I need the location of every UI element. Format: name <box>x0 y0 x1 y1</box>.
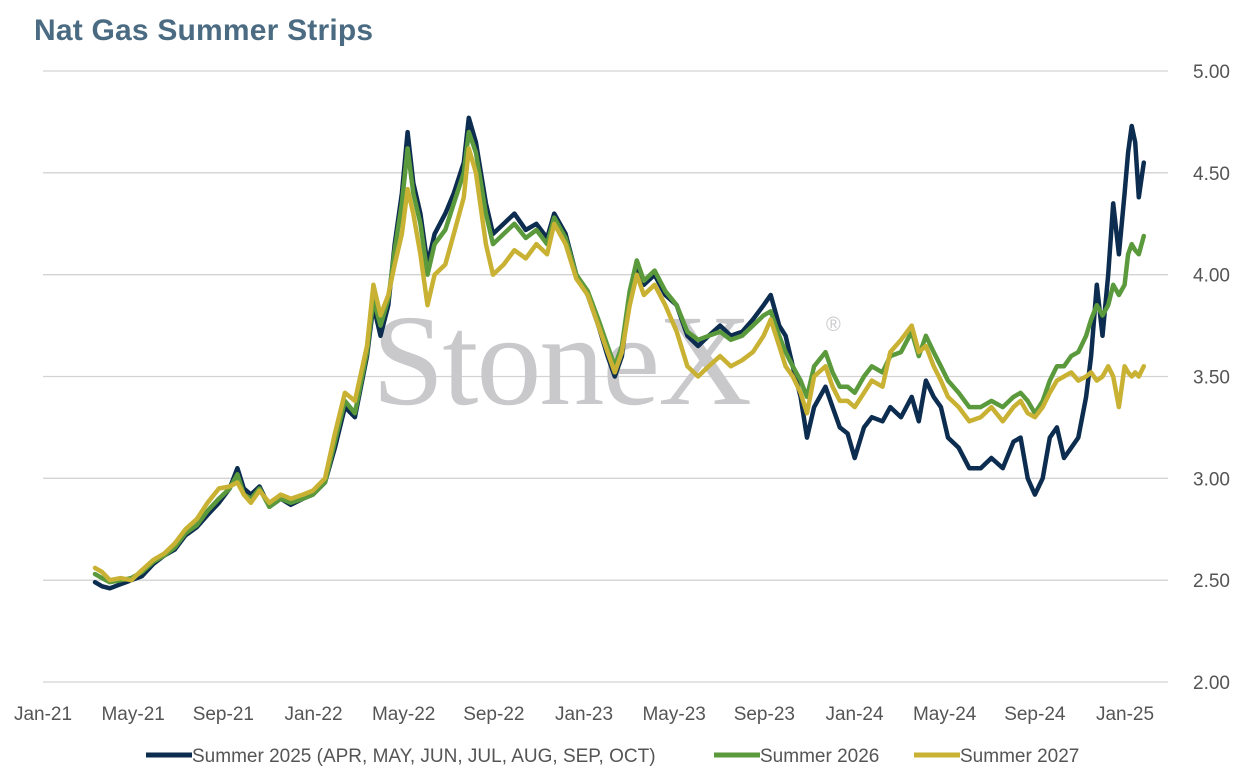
y-tick-label: 5.00 <box>1193 62 1230 83</box>
series-lines <box>92 115 1147 591</box>
y-tick-label: 2.50 <box>1193 571 1230 592</box>
x-tick-label: Sep-22 <box>463 704 524 725</box>
x-tick-label: Jan-24 <box>825 704 884 725</box>
legend-label-2: Summer 2026 <box>760 746 879 767</box>
y-tick-label: 3.50 <box>1193 368 1230 389</box>
x-tick-label: Sep-24 <box>1004 704 1066 725</box>
x-axis-ticks: Jan-21 May-21 Sep-21 Jan-22 May-22 Sep-22 Jan-… <box>14 704 1154 725</box>
watermark-text: StoneX <box>372 289 750 433</box>
legend-label-1: Summer 2025 (APR, MAY, JUN, JUL, AUG, SE… <box>192 746 656 767</box>
x-tick-label: May-24 <box>913 704 977 725</box>
x-tick-label: May-23 <box>642 704 705 725</box>
chart-title: Nat Gas Summer Strips <box>34 14 374 47</box>
y-tick-label: 4.50 <box>1193 164 1230 185</box>
legend: Summer 2025 (APR, MAY, JUN, JUL, AUG, SE… <box>146 746 1079 767</box>
x-tick-label: May-22 <box>372 704 435 725</box>
series-line-2 <box>92 129 1147 585</box>
x-tick-label: Jan-21 <box>14 704 72 725</box>
legend-label-3: Summer 2027 <box>960 746 1079 767</box>
series-line-3 <box>92 146 1147 583</box>
gridlines <box>43 70 1168 683</box>
x-tick-label: Jan-22 <box>284 704 342 725</box>
x-tick-label: Sep-21 <box>193 704 254 725</box>
x-tick-label: Jan-23 <box>555 704 613 725</box>
x-tick-label: Jan-25 <box>1096 704 1154 725</box>
x-tick-label: May-21 <box>101 704 164 725</box>
x-tick-label: Sep-23 <box>734 704 795 725</box>
y-tick-label: 2.00 <box>1193 673 1230 694</box>
y-tick-label: 3.00 <box>1193 469 1230 490</box>
y-tick-label: 4.00 <box>1193 266 1230 287</box>
watermark-registered-mark: ® <box>826 314 841 336</box>
y-axis-ticks: 2.00 2.50 3.00 3.50 4.00 4.50 5.00 <box>1193 62 1230 694</box>
